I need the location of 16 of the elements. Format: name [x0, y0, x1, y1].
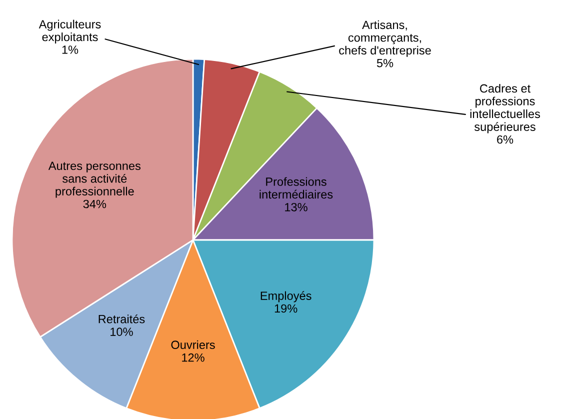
- data-label: 6%: [497, 135, 514, 144]
- data-label: 1%: [62, 46, 78, 54]
- slice-label: Cadres et professions intellectuelles supérieures: [470, 84, 540, 134]
- data-label: 5%: [376, 58, 394, 68]
- data-label: 13%: [285, 202, 308, 212]
- data-label: 34%: [83, 200, 106, 208]
- data-label: 12%: [182, 353, 204, 362]
- data-label: 10%: [110, 328, 133, 336]
- slice-label: Professions intermédiaires: [260, 177, 333, 199]
- slice-label: Artisans, commerçants, chefs d'entreprise: [339, 20, 431, 57]
- data-label: 19%: [274, 304, 298, 313]
- slice-label: Agriculteurs exploitants: [38, 20, 101, 44]
- slice-label: Retraités: [98, 314, 145, 324]
- slice-label: Autres personnes sans activité professionnelle: [48, 162, 141, 198]
- slice-label: Employés: [260, 291, 312, 302]
- slice-label: Ouvriers: [171, 340, 215, 350]
